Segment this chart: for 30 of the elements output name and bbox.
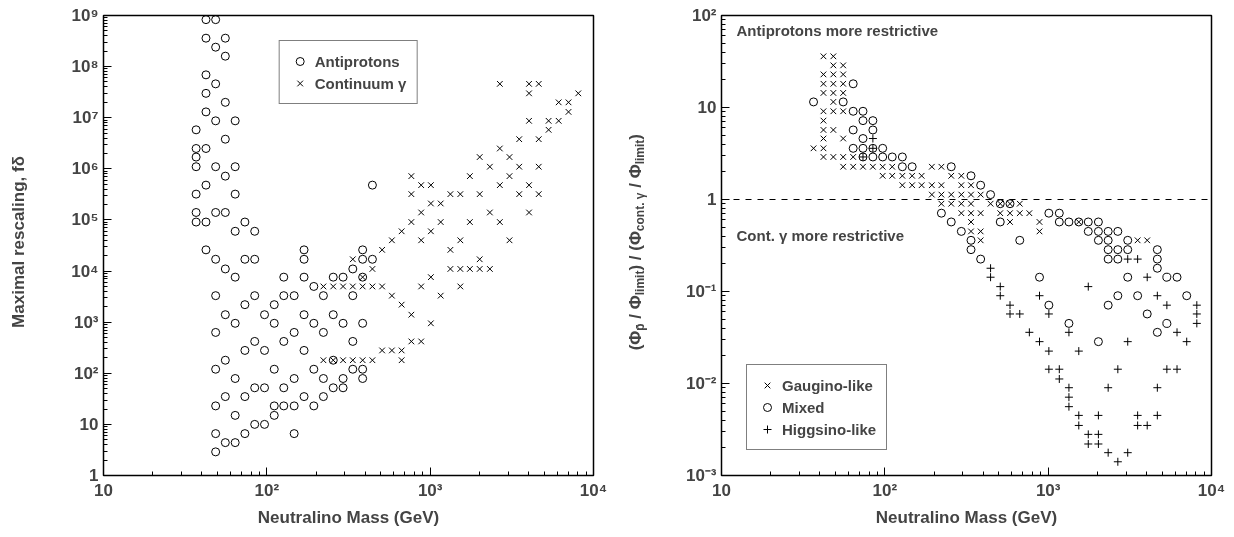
legend-label: Antiprotons — [314, 52, 400, 70]
x-tick-label: 10² — [254, 480, 280, 500]
x-axis-title: Neutralino Mass (GeV) — [257, 507, 440, 527]
annotation: Cont. γ more restrictive — [736, 227, 905, 244]
annotation: Antiprotons more restrictive — [736, 22, 939, 39]
y-tick-label: 10⁵ — [71, 210, 99, 230]
legend-label: Higgsino-like — [782, 420, 877, 438]
y-tick-label: 10⁸ — [71, 57, 99, 77]
x-tick-label: 10⁴ — [1197, 480, 1226, 500]
legend-label: Continuum γ — [314, 74, 407, 92]
y-tick-label: 10⁻² — [685, 374, 717, 393]
y-tick-label: 10⁹ — [71, 6, 99, 25]
y-tick-label: 10² — [691, 6, 717, 25]
x-axis-title: Neutralino Mass (GeV) — [875, 507, 1058, 527]
y-tick-label: 10 — [697, 98, 717, 117]
y-tick-label: 10⁶ — [71, 159, 99, 179]
x-tick-label: 10³ — [1035, 480, 1061, 500]
y-tick-label: 10⁻¹ — [685, 282, 717, 301]
x-tick-label: 10² — [872, 480, 898, 500]
legend-label: Gaugino-like — [782, 376, 873, 394]
y-tick-label: 10⁷ — [72, 108, 99, 128]
y-tick-label: 1 — [707, 190, 717, 209]
y-tick-label: 10⁴ — [71, 261, 99, 281]
legend-label: Mixed — [782, 398, 825, 416]
x-tick-label: 10³ — [417, 480, 443, 500]
y-tick-label: 10 — [79, 414, 99, 434]
y-axis-title: Maximal rescaling, fδ — [7, 156, 29, 329]
y-tick-label: 10³ — [73, 312, 99, 332]
x-tick-label: 10⁴ — [579, 480, 608, 500]
y-tick-label: 10² — [73, 363, 99, 383]
